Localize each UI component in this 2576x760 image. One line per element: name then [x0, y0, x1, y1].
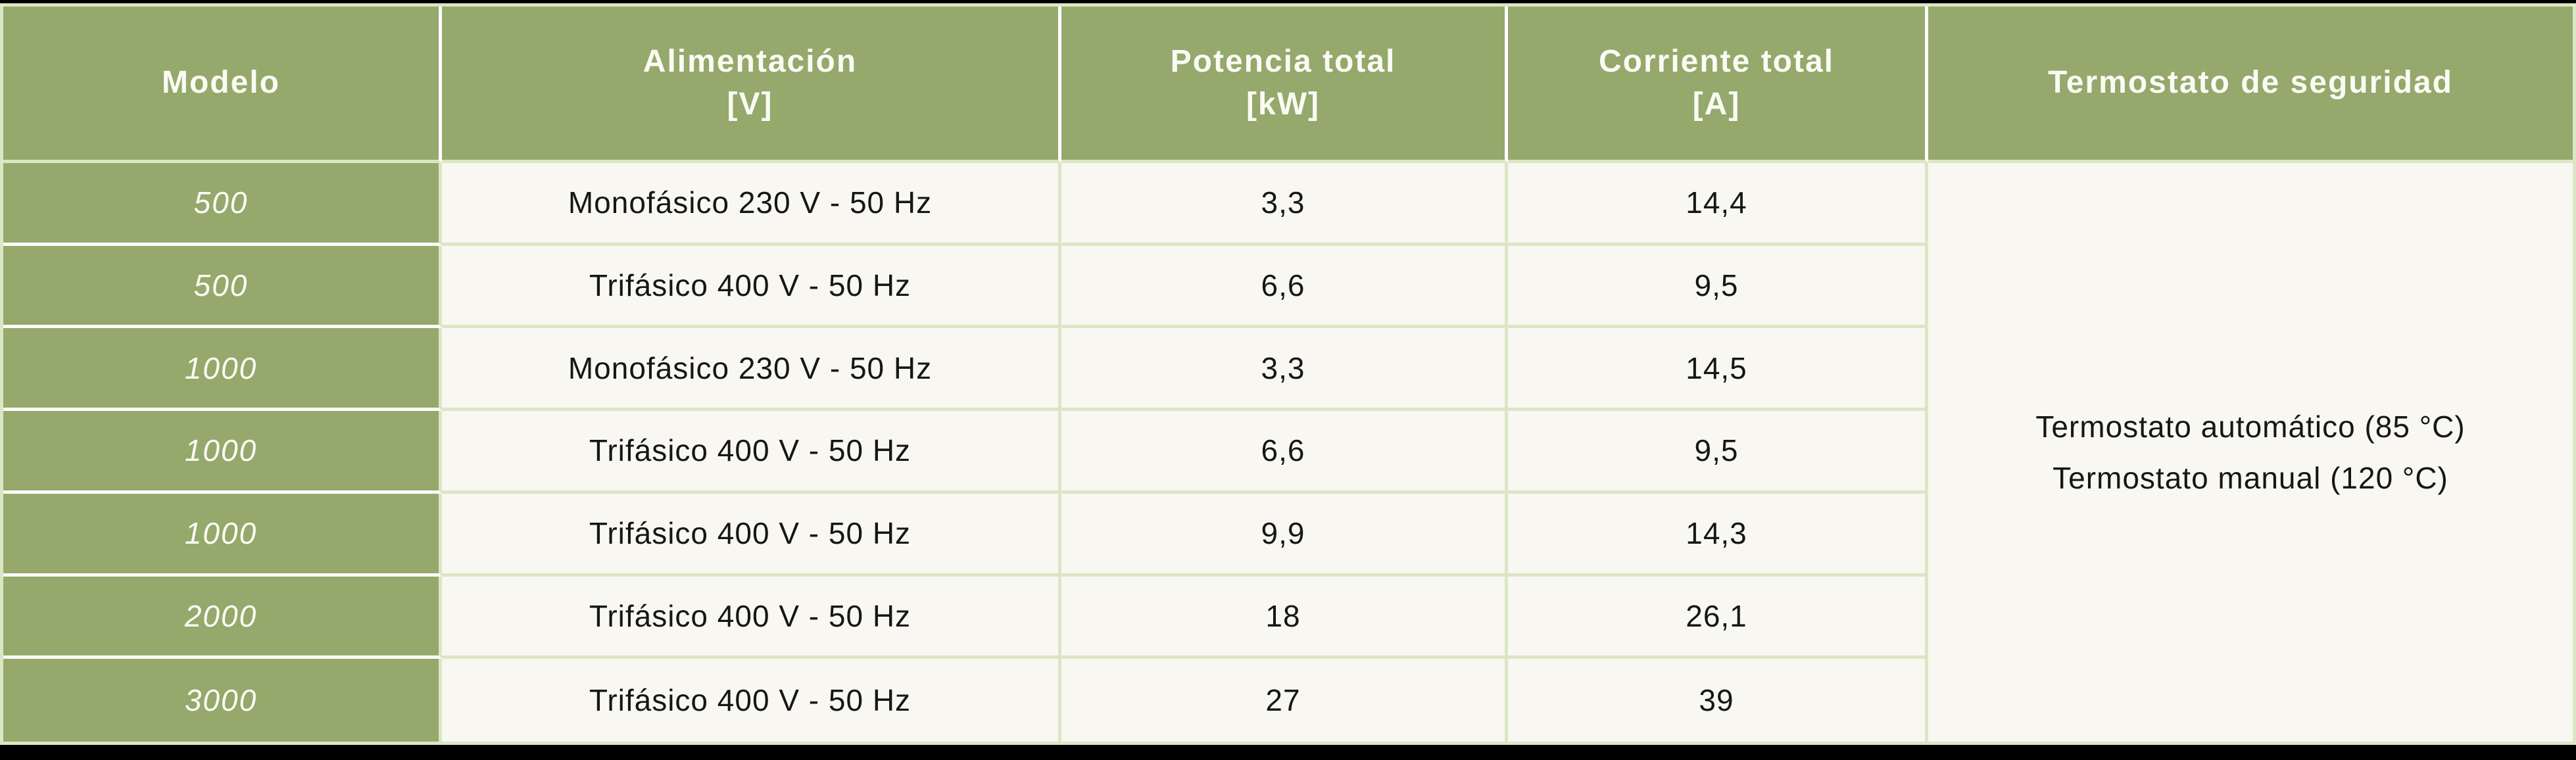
spec-table: Modelo Alimentación [V] Potencia total […: [0, 3, 2576, 745]
header-label: Modelo: [162, 65, 280, 101]
alimentacion-cell: Trifásico 400 V - 50 Hz: [442, 493, 1061, 577]
modelo-cell: 500: [3, 245, 442, 329]
spec-table-grid: Modelo Alimentación [V] Potencia total […: [3, 7, 2573, 742]
header-cell-modelo: Modelo: [3, 7, 442, 163]
header-unit: [A]: [1692, 86, 1741, 122]
potencia-cell: 9,9: [1061, 493, 1508, 577]
alimentacion-cell: Trifásico 400 V - 50 Hz: [442, 411, 1061, 494]
potencia-cell: 6,6: [1061, 411, 1508, 494]
modelo-cell: 1000: [3, 493, 442, 577]
header-cell-alimentacion: Alimentación [V]: [442, 7, 1061, 163]
header-cell-corriente: Corriente total [A]: [1508, 7, 1928, 163]
header-label: Alimentación: [643, 43, 858, 79]
header-cell-termostato: Termostato de seguridad: [1928, 7, 2573, 163]
termostato-merged-cell: Termostato automático (85 °C) Termostato…: [1928, 163, 2573, 742]
potencia-cell: 18: [1061, 576, 1508, 659]
header-label: Potencia total: [1170, 43, 1396, 79]
corriente-cell: 14,4: [1508, 163, 1928, 246]
modelo-cell: 1000: [3, 328, 442, 412]
potencia-cell: 27: [1061, 659, 1508, 742]
corriente-cell: 26,1: [1508, 576, 1928, 659]
modelo-cell: 1000: [3, 411, 442, 494]
alimentacion-cell: Trifásico 400 V - 50 Hz: [442, 659, 1061, 742]
potencia-cell: 3,3: [1061, 163, 1508, 246]
header-label: Corriente total: [1598, 43, 1835, 79]
termostato-line-2: Termostato manual (120 °C): [2053, 461, 2448, 495]
alimentacion-cell: Monofásico 230 V - 50 Hz: [442, 328, 1061, 412]
modelo-cell: 2000: [3, 576, 442, 659]
termostato-line-1: Termostato automático (85 °C): [2035, 409, 2466, 444]
header-label: Termostato de seguridad: [2048, 65, 2453, 101]
header-unit: [kW]: [1246, 86, 1320, 122]
alimentacion-cell: Trifásico 400 V - 50 Hz: [442, 576, 1061, 659]
potencia-cell: 3,3: [1061, 328, 1508, 412]
corriente-cell: 9,5: [1508, 411, 1928, 494]
corriente-cell: 14,3: [1508, 493, 1928, 577]
alimentacion-cell: Monofásico 230 V - 50 Hz: [442, 163, 1061, 246]
header-cell-potencia: Potencia total [kW]: [1061, 7, 1508, 163]
potencia-cell: 6,6: [1061, 245, 1508, 329]
corriente-cell: 39: [1508, 659, 1928, 742]
modelo-cell: 500: [3, 163, 442, 246]
alimentacion-cell: Trifásico 400 V - 50 Hz: [442, 245, 1061, 329]
corriente-cell: 14,5: [1508, 328, 1928, 412]
corriente-cell: 9,5: [1508, 245, 1928, 329]
header-unit: [V]: [727, 86, 773, 122]
modelo-cell: 3000: [3, 659, 442, 742]
